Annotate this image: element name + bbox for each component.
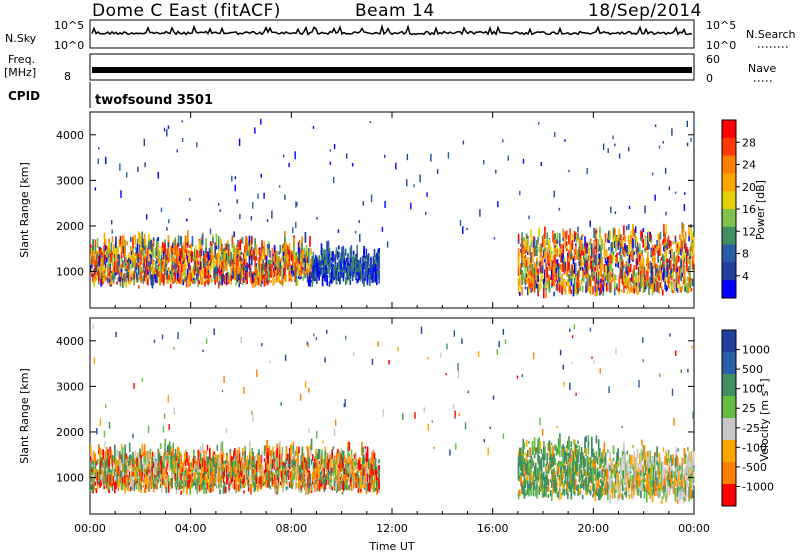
nave-tick-low: 0 bbox=[706, 72, 713, 85]
velocity-ylabel: Slant Range [km] bbox=[18, 368, 31, 464]
ytick-label: 4000 bbox=[56, 335, 84, 348]
nsky-trace bbox=[91, 23, 693, 36]
colorbar-swatch bbox=[722, 137, 736, 157]
velocity-colorbar: 1000 500 100 25 -25 -100 -500 -1000 bbox=[721, 329, 774, 507]
xtick-label: 04:00 bbox=[175, 522, 207, 535]
xtick-label: 12:00 bbox=[376, 522, 408, 535]
x-axis-label: Time UT bbox=[368, 540, 414, 553]
xtick-label: 20:00 bbox=[577, 522, 609, 535]
ytick-label: 1000 bbox=[56, 472, 84, 485]
nave-label: Nave bbox=[748, 62, 776, 75]
colorbar-tick: 16 bbox=[742, 203, 756, 216]
nsearch-tick-high: 10^5 bbox=[706, 19, 736, 32]
colorbar-tick: -1000 bbox=[742, 480, 774, 493]
colorbar-swatch bbox=[722, 396, 736, 419]
station-title: Dome C East (fitACF) bbox=[92, 1, 281, 21]
colorbar-tick: 4 bbox=[742, 270, 749, 283]
velocity-colorbar-label: Velocity [m s-1] bbox=[757, 378, 771, 461]
ytick-label: 2000 bbox=[56, 426, 84, 439]
colorbar-swatch bbox=[722, 352, 736, 375]
freq-panel: Freq. [MHz] 8 60 0 Nave bbox=[4, 53, 776, 85]
cpid-value: twofsound 3501 bbox=[95, 93, 213, 108]
power-echoes bbox=[90, 118, 695, 299]
colorbar-tick: -500 bbox=[742, 461, 767, 474]
colorbar-swatch bbox=[722, 173, 736, 192]
ytick-label: 2000 bbox=[56, 220, 84, 233]
colorbar-swatch bbox=[722, 330, 736, 353]
colorbar-tick: -25 bbox=[742, 422, 760, 435]
power-colorbar: 28 24 20 16 12 8 4 bbox=[721, 119, 756, 299]
colorbar-swatch bbox=[722, 374, 736, 397]
ytick-label: 4000 bbox=[56, 129, 84, 142]
colorbar-tick: 20 bbox=[742, 181, 756, 194]
xtick-label: 00:00 bbox=[74, 522, 106, 535]
beam-title: Beam 14 bbox=[355, 1, 435, 21]
colorbar-swatch bbox=[722, 462, 736, 485]
ytick-label: 1000 bbox=[56, 266, 84, 279]
freq-tick: 8 bbox=[64, 70, 71, 83]
colorbar-tick: -100 bbox=[742, 441, 767, 454]
colorbar-tick: 8 bbox=[742, 248, 749, 261]
colorbar-swatch bbox=[722, 191, 736, 210]
colorbar-swatch bbox=[722, 280, 736, 299]
colorbar-swatch bbox=[722, 120, 736, 139]
velocity-panel: 4000 3000 2000 1000 Slant Range [km] bbox=[18, 317, 695, 515]
colorbar-swatch bbox=[722, 155, 736, 174]
colorbar-swatch bbox=[722, 484, 736, 507]
colorbar-swatch bbox=[722, 226, 736, 246]
xtick-label: 00:00 bbox=[678, 522, 710, 535]
nsky-panel: N.Sky 10^5 10^0 10^5 10^0 N.Search bbox=[5, 19, 796, 52]
colorbar-tick: 500 bbox=[742, 363, 763, 376]
power-panel: 4000 3000 2000 1000 Slant Range [km] bbox=[18, 111, 695, 309]
colorbar-tick: 1000 bbox=[742, 344, 770, 357]
colorbar-tick: 24 bbox=[742, 159, 756, 172]
colorbar-tick: 25 bbox=[742, 402, 756, 415]
colorbar-swatch bbox=[722, 209, 736, 228]
nsky-label: N.Sky bbox=[5, 32, 37, 45]
velocity-echoes bbox=[90, 323, 695, 505]
colorbar-tick: 12 bbox=[742, 225, 756, 238]
colorbar-swatch bbox=[722, 244, 736, 263]
colorbar-swatch bbox=[722, 418, 736, 441]
colorbar-tick: 28 bbox=[742, 136, 756, 149]
power-ylabel: Slant Range [km] bbox=[18, 162, 31, 258]
nave-tick-high: 60 bbox=[706, 53, 720, 66]
date-title: 18/Sep/2014 bbox=[588, 1, 702, 21]
freq-trace bbox=[92, 67, 692, 73]
colorbar-tick: 100 bbox=[742, 383, 763, 396]
ytick-label: 3000 bbox=[56, 174, 84, 187]
nsearch-label: N.Search bbox=[746, 28, 796, 41]
power-colorbar-label: Power [dB] bbox=[754, 180, 767, 240]
ytick-label: 3000 bbox=[56, 380, 84, 393]
colorbar-swatch bbox=[722, 262, 736, 281]
nsearch-tick-low: 10^0 bbox=[706, 39, 736, 52]
colorbar-swatch bbox=[722, 440, 736, 463]
xtick-label: 16:00 bbox=[477, 522, 509, 535]
freq-unit: [MHz] bbox=[4, 66, 36, 79]
xtick-label: 08:00 bbox=[275, 522, 307, 535]
nsky-tick-low: 10^0 bbox=[54, 39, 84, 52]
cpid-label: CPID bbox=[8, 89, 40, 103]
nsky-tick-high: 10^5 bbox=[54, 19, 84, 32]
freq-label: Freq. bbox=[8, 53, 35, 66]
